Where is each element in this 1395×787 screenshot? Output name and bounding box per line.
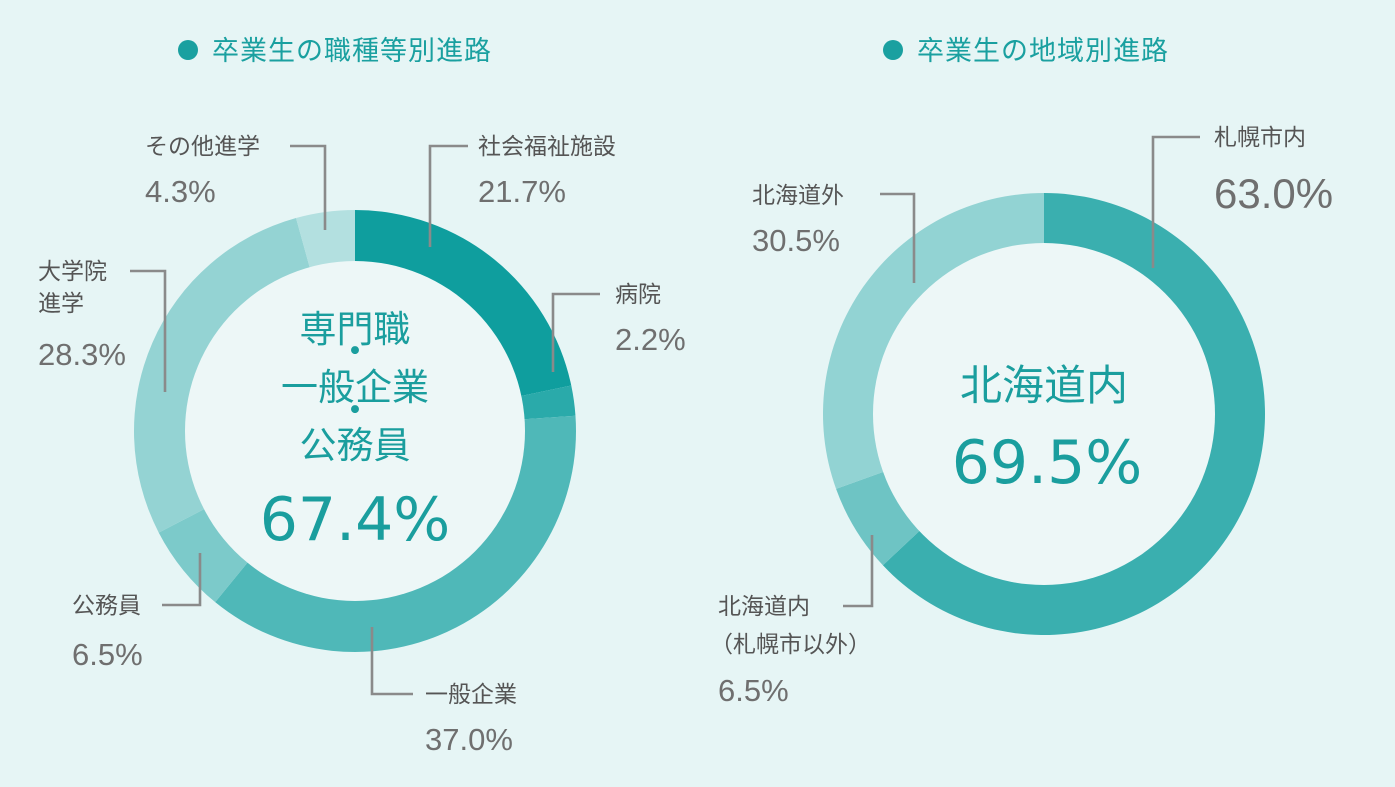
slice-value: 4.3% xyxy=(145,174,216,209)
slice-label: 北海道外 xyxy=(752,183,844,209)
slice-label: 一般企業 xyxy=(425,682,517,708)
slice-label: （札幌市以外） xyxy=(710,632,871,658)
slice-value: 6.5% xyxy=(718,673,789,708)
center-line: 一般企業 xyxy=(281,366,429,409)
center-dot: ・ xyxy=(337,389,374,432)
slice-label: 病院 xyxy=(615,282,661,308)
center-line: 専門職 xyxy=(300,308,411,351)
leader-line xyxy=(162,553,202,607)
donut xyxy=(822,193,1265,636)
chart-title: 卒業生の地域別進路 xyxy=(917,36,1169,67)
leader-line xyxy=(290,144,327,230)
donut-slice xyxy=(822,193,1044,489)
center-line: 北海道内 xyxy=(960,361,1128,410)
center-value: 67.4% xyxy=(260,485,451,555)
slice-label: その他進学 xyxy=(145,134,260,160)
leader-line xyxy=(428,144,468,247)
slice-value: 6.5% xyxy=(72,637,143,672)
donut-slice xyxy=(836,471,921,566)
donut-slice xyxy=(882,193,1265,636)
center-value: 69.5% xyxy=(952,428,1143,498)
chart-title: 卒業生の職種等別進路 xyxy=(212,36,492,67)
leader-line xyxy=(843,535,874,608)
donut-slice xyxy=(134,218,311,533)
slice-value: 63.0% xyxy=(1214,170,1333,217)
leader-line xyxy=(551,292,600,372)
center-label: 専門職 ・ 一般企業 ・ 公務員 67.4% xyxy=(260,308,451,555)
center-line: 公務員 xyxy=(300,424,411,467)
leader-line xyxy=(370,627,413,696)
center-dot: ・ xyxy=(337,330,374,373)
chart-region: 卒業生の地域別進路 北海道内 69.5% 札幌市内 63.0% 北海道内 （札幌… xyxy=(710,36,1333,708)
leader-line xyxy=(130,269,167,392)
slice-label: 公務員 xyxy=(72,593,141,619)
donut-slice xyxy=(296,210,355,270)
slice-label: 進学 xyxy=(38,291,84,317)
donut-slice xyxy=(355,210,572,397)
center-label: 北海道内 69.5% xyxy=(952,361,1143,498)
title-bullet-icon xyxy=(178,40,198,60)
slice-value: 2.2% xyxy=(615,322,686,357)
chart-occupation: 卒業生の職種等別進路 専門職 ・ 一般企業 ・ 公務員 67.4% 社会福祉施設… xyxy=(38,36,686,757)
slice-value: 21.7% xyxy=(478,174,566,209)
leader-line xyxy=(880,192,916,283)
slice-label: 社会福祉施設 xyxy=(478,134,616,160)
leader-line xyxy=(1151,135,1200,268)
slice-label: 大学院 xyxy=(38,259,107,285)
donut-slice xyxy=(158,508,249,603)
slice-value: 37.0% xyxy=(425,722,513,757)
slice-label: 札幌市内 xyxy=(1214,125,1306,151)
slice-value: 28.3% xyxy=(38,337,126,372)
donut-hole xyxy=(873,243,1215,585)
donut-slice xyxy=(519,385,576,420)
slice-label: 北海道内 xyxy=(718,594,810,620)
slice-value: 30.5% xyxy=(752,223,840,258)
donut-hole xyxy=(185,261,525,601)
title-bullet-icon xyxy=(883,40,903,60)
